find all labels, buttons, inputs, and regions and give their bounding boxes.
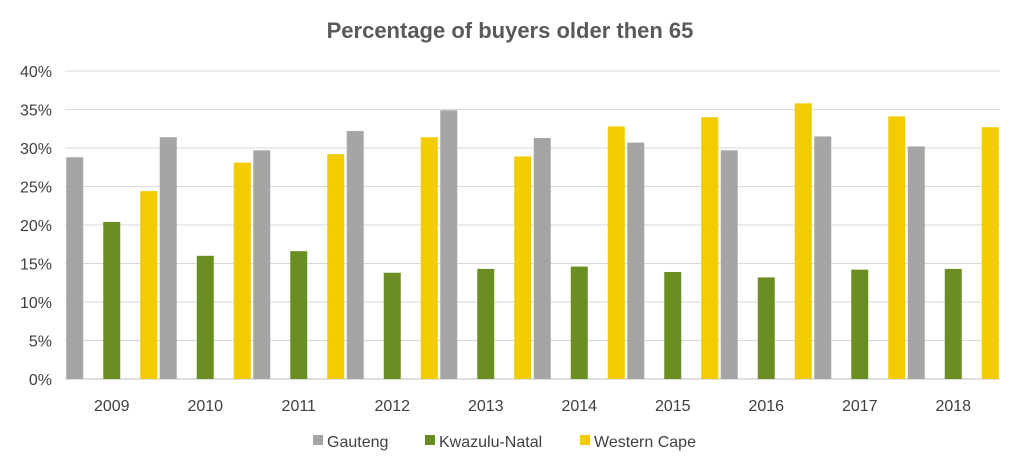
bar-western-cape-2013 [514, 156, 532, 379]
bar-kwazulu-natal-2009 [103, 221, 121, 379]
bar-kwazulu-natal-2011 [290, 251, 308, 379]
bar-western-cape-2015 [701, 117, 719, 379]
legend-label: Gauteng [327, 434, 388, 451]
legend-label: Western Cape [594, 434, 696, 451]
x-tick-label: 2009 [94, 398, 130, 415]
bars [66, 103, 999, 380]
x-tick-label: 2017 [842, 398, 878, 415]
chart-title: Percentage of buyers older then 65 [327, 18, 694, 43]
bar-gauteng-2011 [253, 150, 271, 379]
bar-western-cape-2011 [327, 154, 345, 379]
y-tick-label: 20% [20, 218, 52, 235]
bar-kwazulu-natal-2015 [664, 271, 682, 379]
x-tick-label: 2012 [374, 398, 410, 415]
x-tick-label: 2015 [655, 398, 691, 415]
bar-kwazulu-natal-2013 [477, 268, 495, 379]
bar-gauteng-2017 [814, 136, 832, 379]
y-tick-label: 0% [29, 372, 52, 389]
bar-gauteng-2010 [159, 137, 177, 379]
y-tick-label: 10% [20, 295, 52, 312]
bar-gauteng-2018 [907, 146, 925, 379]
bar-kwazulu-natal-2016 [757, 277, 775, 379]
bar-western-cape-2010 [233, 162, 251, 379]
x-tick-label: 2018 [935, 398, 971, 415]
bar-kwazulu-natal-2014 [570, 266, 588, 379]
legend: Gauteng Kwazulu-Natal Western Cape [313, 434, 696, 451]
bar-gauteng-2015 [627, 142, 645, 379]
bar-western-cape-2016 [794, 103, 812, 379]
bar-gauteng-2016 [720, 150, 738, 379]
bar-gauteng-2009 [66, 157, 84, 379]
y-tick-label: 40% [20, 64, 52, 81]
bar-western-cape-2014 [607, 126, 625, 379]
y-tick-label: 15% [20, 257, 52, 274]
bar-western-cape-2017 [888, 116, 906, 380]
x-tick-label: 2014 [561, 398, 597, 415]
y-tick-label: 30% [20, 141, 52, 158]
x-tick-label: 2010 [187, 398, 223, 415]
bar-western-cape-2009 [140, 191, 158, 379]
x-tick-label: 2013 [468, 398, 504, 415]
x-tick-label: 2011 [282, 398, 317, 415]
legend-swatch [580, 435, 590, 445]
y-tick-label: 5% [29, 334, 52, 351]
x-tick-label: 2016 [748, 398, 784, 415]
legend-swatch [313, 435, 323, 445]
bar-kwazulu-natal-2018 [944, 268, 962, 379]
y-tick-label: 25% [20, 180, 52, 197]
bar-kwazulu-natal-2012 [383, 272, 401, 379]
gridlines [65, 70, 1000, 380]
bar-gauteng-2014 [533, 137, 551, 379]
y-axis-ticks: 0% 5% 10% 15% 20% 25% 30% 35% 40% [20, 64, 52, 389]
legend-label: Kwazulu-Natal [439, 434, 542, 451]
bar-western-cape-2012 [420, 137, 438, 379]
legend-swatch [425, 435, 435, 445]
bar-kwazulu-natal-2010 [196, 255, 214, 379]
bar-gauteng-2013 [440, 110, 458, 380]
bar-kwazulu-natal-2017 [851, 269, 869, 379]
x-axis-ticks: 2009 2010 2011 2012 2013 2014 2015 2016 2017 2018 [94, 398, 971, 415]
bar-gauteng-2012 [346, 131, 364, 379]
y-tick-label: 35% [20, 103, 52, 120]
bar-western-cape-2018 [981, 127, 999, 380]
